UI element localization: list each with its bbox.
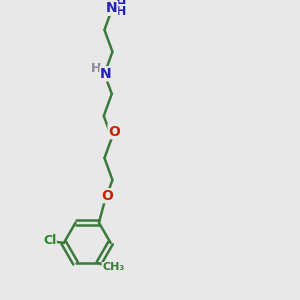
- Text: N: N: [106, 1, 118, 15]
- Text: Cl: Cl: [43, 234, 56, 247]
- Text: O: O: [108, 124, 120, 139]
- Text: N: N: [100, 67, 112, 81]
- Text: H: H: [91, 62, 102, 75]
- Text: O: O: [101, 189, 113, 203]
- Text: H: H: [116, 4, 126, 18]
- Text: H: H: [116, 0, 126, 11]
- Text: CH₃: CH₃: [102, 262, 124, 272]
